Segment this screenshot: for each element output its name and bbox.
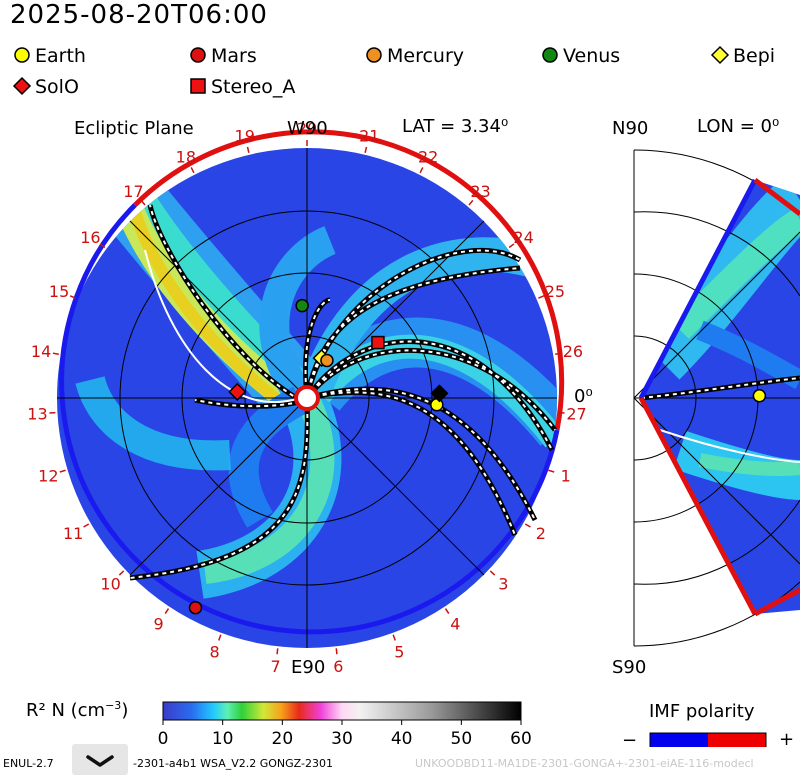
colorbar-label-close: ) bbox=[121, 700, 128, 721]
sector-label: 6 bbox=[333, 657, 343, 676]
sector-label: 2 bbox=[536, 524, 546, 543]
colorbar: 0 10 20 30 40 50 60 bbox=[158, 702, 532, 749]
sector-tick bbox=[555, 353, 561, 354]
sector-tick bbox=[490, 571, 494, 575]
body-venus bbox=[296, 300, 308, 312]
meridional-bottom-label: S90 bbox=[612, 657, 646, 678]
sector-label: 5 bbox=[394, 643, 404, 662]
colorbar-tick-label: 50 bbox=[451, 729, 473, 749]
meridional-body-earth bbox=[753, 390, 765, 402]
sector-tick bbox=[336, 648, 337, 654]
sector-label: 1 bbox=[561, 466, 571, 485]
sector-label: 7 bbox=[271, 657, 281, 676]
imf-title: IMF polarity bbox=[649, 701, 755, 722]
meridional-top-label: N90 bbox=[612, 118, 648, 139]
footer-left-text: ENUL-2.7 bbox=[3, 757, 54, 770]
sector-label: 16 bbox=[80, 228, 100, 247]
sector-label: 17 bbox=[123, 182, 143, 201]
colorbar-tick-label: 0 bbox=[158, 729, 169, 749]
sector-tick bbox=[420, 167, 423, 172]
sector-tick bbox=[393, 635, 395, 641]
meridional-plot bbox=[634, 150, 800, 646]
colorbar-tick-label: 10 bbox=[212, 729, 234, 749]
colorbar-tick-label: 20 bbox=[272, 729, 294, 749]
sector-tick bbox=[191, 167, 194, 172]
sector-label: 24 bbox=[513, 228, 533, 247]
sector-label: 13 bbox=[27, 405, 47, 424]
sector-label: 9 bbox=[154, 615, 164, 634]
collapse-button[interactable] bbox=[72, 744, 128, 775]
sector-label: 25 bbox=[545, 282, 565, 301]
sector-tick bbox=[548, 470, 554, 472]
colorbar-ticks: 0 10 20 30 40 50 60 bbox=[158, 720, 532, 749]
sector-label: 12 bbox=[38, 466, 58, 485]
body-mars bbox=[190, 602, 202, 614]
footer-mid-text: -2301-a4b1 WSA_V2.2 GONGZ-2301 bbox=[133, 757, 333, 770]
sector-tick bbox=[277, 648, 278, 654]
sector-tick bbox=[538, 296, 544, 298]
colorbar-label: R² N (cm−3) bbox=[26, 699, 128, 721]
sun-marker bbox=[296, 387, 318, 409]
colorbar-tick-label: 30 bbox=[331, 729, 353, 749]
sector-label: 21 bbox=[359, 126, 379, 145]
colorbar-tick-label: 60 bbox=[510, 729, 532, 749]
sector-tick bbox=[365, 147, 366, 153]
sector-label: 19 bbox=[235, 126, 255, 145]
sector-label: 10 bbox=[100, 574, 120, 593]
sector-tick bbox=[219, 635, 221, 641]
sector-tick bbox=[165, 609, 168, 614]
sector-tick bbox=[525, 524, 530, 527]
sector-tick bbox=[84, 524, 89, 527]
sector-label: 8 bbox=[210, 643, 220, 662]
sector-label: 15 bbox=[49, 282, 69, 301]
sector-label: 18 bbox=[176, 148, 196, 167]
sector-label: 3 bbox=[498, 574, 508, 593]
sector-label: 26 bbox=[563, 342, 583, 361]
sector-tick bbox=[53, 353, 59, 354]
meridional-bodies bbox=[753, 390, 765, 402]
sector-label: 23 bbox=[470, 182, 490, 201]
ecliptic-top-label: W90 bbox=[287, 118, 328, 139]
sector-label: 22 bbox=[418, 148, 438, 167]
sector-tick bbox=[445, 609, 448, 614]
sector-label: 27 bbox=[566, 405, 586, 424]
colorbar-gradient bbox=[163, 702, 521, 720]
sector-label: 11 bbox=[63, 524, 83, 543]
colorbar-label-exp: −3 bbox=[105, 699, 121, 712]
body-stereo-a bbox=[372, 337, 384, 349]
ecliptic-bottom-label: E90 bbox=[291, 657, 325, 678]
ecliptic-right-label: 0⁰ bbox=[574, 386, 593, 407]
chevron-down-icon bbox=[72, 744, 128, 775]
sector-tick bbox=[248, 147, 249, 153]
colorbar-tick-label: 40 bbox=[391, 729, 413, 749]
sector-label: 14 bbox=[31, 342, 51, 361]
sector-label: 4 bbox=[450, 615, 460, 634]
footer-right-text: UNKOODBD11-MA1DE-2301-GONGA+-2301-eiAE-1… bbox=[415, 757, 754, 770]
ecliptic-title: Ecliptic Plane bbox=[74, 118, 194, 139]
meridional-lon-label: LON = 0⁰ bbox=[697, 116, 779, 137]
sector-tick bbox=[60, 470, 66, 472]
ecliptic-lat-label: LAT = 3.34⁰ bbox=[402, 116, 508, 137]
colorbar-label-base: R² N (cm bbox=[26, 700, 105, 721]
sector-tick bbox=[119, 571, 123, 575]
body-mercury bbox=[321, 354, 333, 366]
